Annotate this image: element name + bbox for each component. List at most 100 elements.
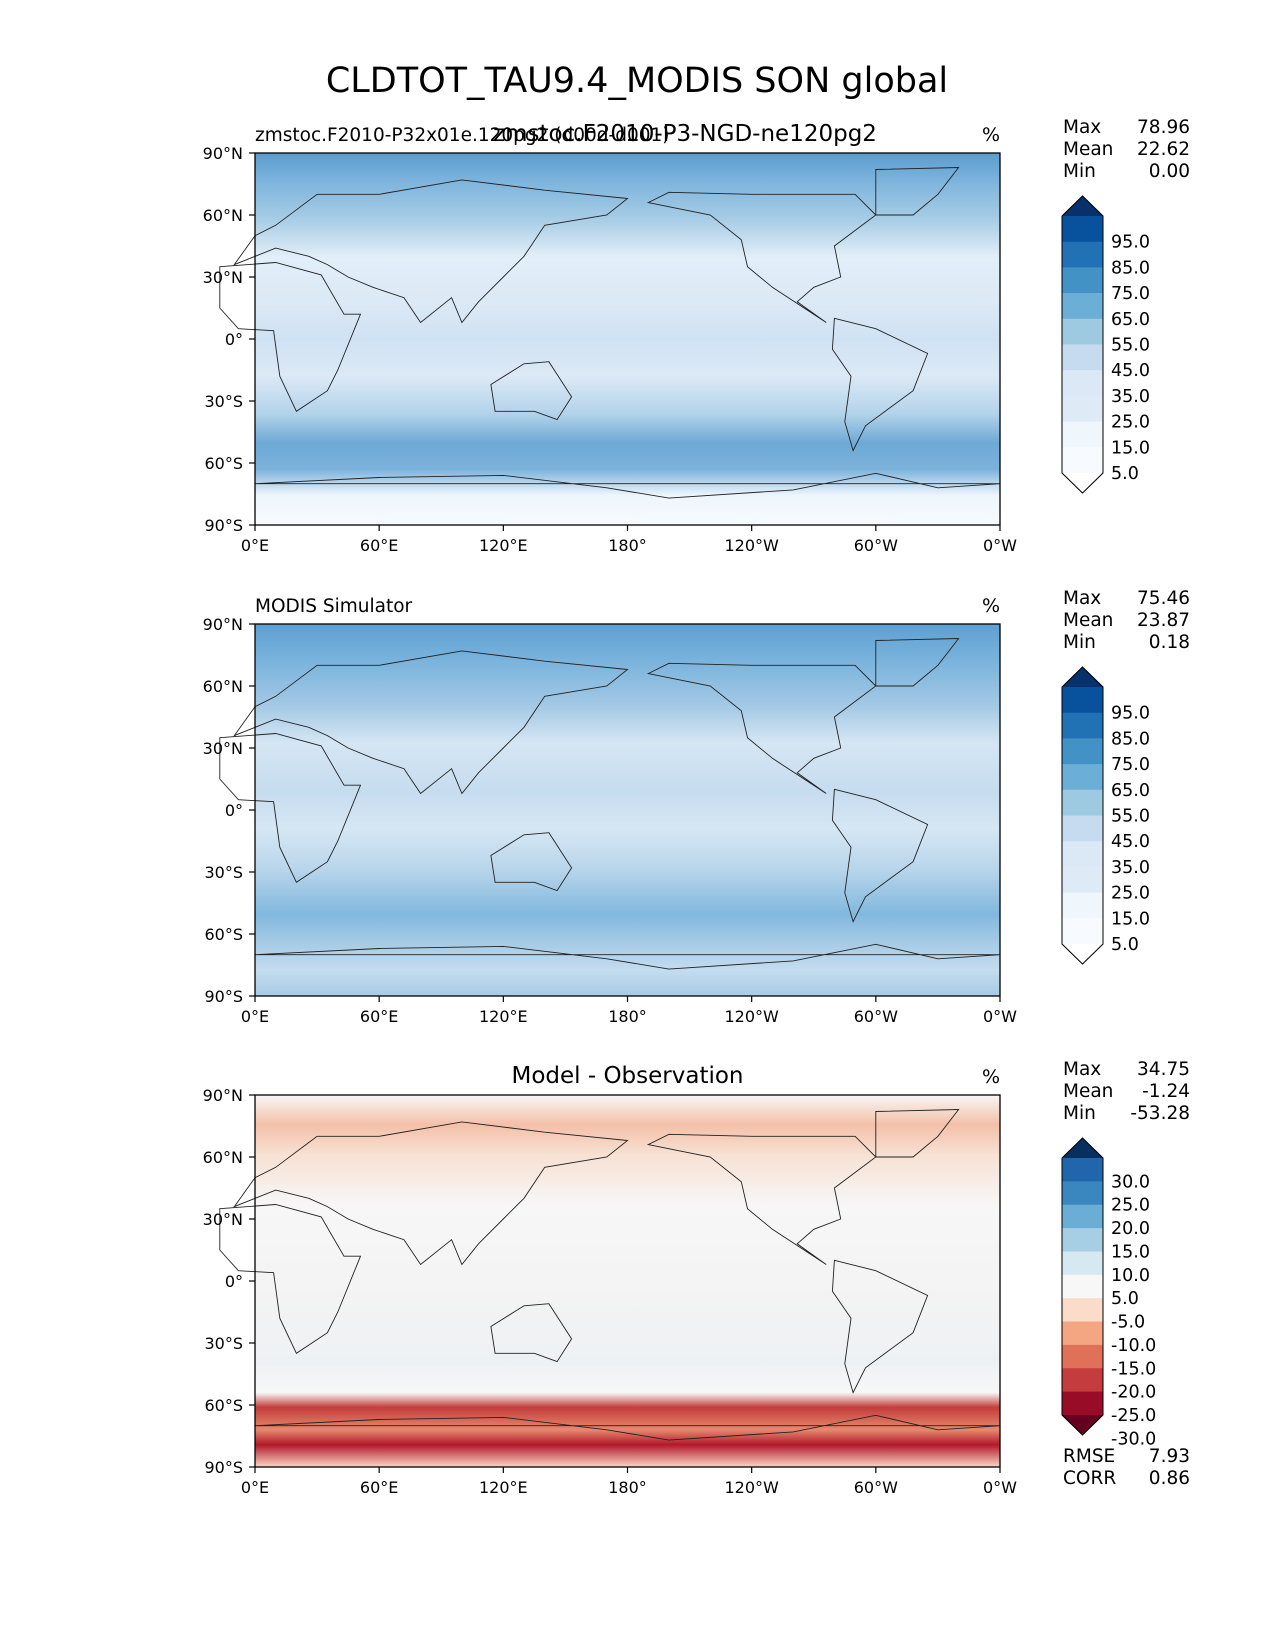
- stat-value: -1.24: [1142, 1081, 1190, 1102]
- stat-label: Mean: [1063, 139, 1113, 160]
- colorbar-outline: [1061, 1137, 1104, 1436]
- colorbar-outline: [1061, 195, 1104, 494]
- colorbar-tick-label: -10.0: [1111, 1336, 1156, 1356]
- stat-label: Mean: [1063, 610, 1113, 631]
- colorbar-segment: [1062, 712, 1103, 739]
- lat-tick-label: 60°S: [204, 454, 243, 473]
- colorbar-segment: [1062, 892, 1103, 919]
- stat-value: 78.96: [1137, 117, 1190, 138]
- colorbar-segment: [1062, 789, 1103, 817]
- map-field: [255, 1095, 1000, 1467]
- colorbar-segment: [1062, 1251, 1103, 1276]
- colorbar-segment: [1062, 1228, 1103, 1253]
- colorbar-segment: [1062, 764, 1103, 791]
- colorbar-extend-low: [1062, 473, 1103, 493]
- stat-value: 23.87: [1137, 610, 1190, 631]
- stat-label: Max: [1063, 117, 1101, 138]
- panel-units: %: [982, 595, 1000, 617]
- colorbar-tick-label: 25.0: [1111, 413, 1150, 433]
- colorbar: 95.0 85.0 75.0 65.0 55.0 45.0 35.0 25.0 15.0 5.0: [1061, 666, 1150, 965]
- colorbar-tick-label: 45.0: [1111, 361, 1150, 381]
- colorbar-segment: [1062, 738, 1103, 765]
- stat-value: 34.75: [1137, 1059, 1190, 1080]
- lon-tick-label: 0°E: [241, 1478, 269, 1497]
- lon-tick-label: 0°E: [241, 536, 269, 555]
- colorbar-segment: [1062, 241, 1103, 268]
- colorbar: 30.0 25.0 20.0 15.0 10.0 5.0 -5.0 -10.0 -15.0 -20…: [1061, 1137, 1156, 1449]
- lat-tick-label: 0°: [225, 1272, 243, 1291]
- lat-tick-label: 90°S: [204, 1458, 243, 1477]
- stat-label: Min: [1063, 161, 1096, 182]
- stat-label: Mean: [1063, 1081, 1113, 1102]
- lon-tick-label: 60°E: [360, 1007, 398, 1026]
- panel-center-title: Model - Observation: [511, 1063, 743, 1089]
- stat-label: Max: [1063, 1059, 1101, 1080]
- lon-tick-label: 60°W: [854, 536, 898, 555]
- lon-tick-label: 120°E: [479, 1007, 528, 1026]
- stat-value: 0.86: [1149, 1468, 1190, 1489]
- stat-value: 22.62: [1137, 139, 1190, 160]
- colorbar-tick-label: 85.0: [1111, 729, 1150, 749]
- panel-center-title: zmstoc.F2010-P3-NGD-ne120pg2: [493, 121, 877, 147]
- colorbar-segment: [1062, 1181, 1103, 1206]
- colorbar-segment: [1062, 267, 1103, 294]
- colorbar-tick-label: 95.0: [1111, 233, 1150, 253]
- panel-left-title: MODIS Simulator: [255, 596, 413, 617]
- colorbar-extend-high: [1062, 1138, 1103, 1158]
- colorbar-tick-label: 95.0: [1111, 704, 1150, 724]
- colorbar-tick-label: 65.0: [1111, 781, 1150, 801]
- lat-tick-label: 90°N: [203, 144, 243, 163]
- stat-value: 7.93: [1149, 1446, 1190, 1467]
- colorbar-tick-label: 30.0: [1111, 1172, 1150, 1192]
- colorbar-segment: [1062, 1274, 1103, 1299]
- lon-tick-label: 120°E: [479, 1478, 528, 1497]
- colorbar-segment: [1062, 293, 1103, 320]
- panel-units: %: [982, 124, 1000, 146]
- colorbar-segment: [1062, 216, 1103, 243]
- colorbar-extend-high: [1062, 196, 1103, 216]
- colorbar-tick-label: -30.0: [1111, 1429, 1156, 1449]
- colorbar-segment: [1062, 866, 1103, 894]
- lat-tick-label: 90°S: [204, 987, 243, 1006]
- lon-tick-label: 60°E: [360, 1478, 398, 1497]
- colorbar-segment: [1062, 1344, 1103, 1369]
- stat-label: CORR: [1063, 1468, 1116, 1489]
- stat-label: Min: [1063, 1103, 1096, 1124]
- colorbar-segment: [1062, 1204, 1103, 1229]
- colorbar-tick-label: 55.0: [1111, 807, 1150, 827]
- coastlines: [219, 167, 1001, 499]
- lon-tick-label: 60°E: [360, 536, 398, 555]
- lat-tick-label: 30°S: [204, 863, 243, 882]
- colorbar-tick-label: 5.0: [1111, 935, 1139, 955]
- colorbar-tick-label: 75.0: [1111, 284, 1150, 304]
- colorbar-tick-label: 15.0: [1111, 909, 1150, 929]
- stat-label: Min: [1063, 632, 1096, 653]
- colorbar-tick-label: 20.0: [1111, 1219, 1150, 1239]
- colorbar-tick-label: 65.0: [1111, 310, 1150, 330]
- colorbar-tick-label: 45.0: [1111, 832, 1150, 852]
- colorbar-segment: [1062, 918, 1103, 945]
- colorbar-segment: [1062, 1158, 1103, 1182]
- colorbar-tick-label: 25.0: [1111, 1196, 1150, 1216]
- colorbar-segment: [1062, 318, 1103, 346]
- colorbar-tick-label: 85.0: [1111, 258, 1150, 278]
- lat-tick-label: 30°N: [203, 268, 243, 287]
- lon-tick-label: 0°W: [983, 1478, 1017, 1497]
- panels: 90°N60°N30°N0°30°S60°S90°S0°E 60°E 120°E 18…: [203, 117, 1190, 1497]
- lon-tick-label: 60°W: [854, 1007, 898, 1026]
- panel-units: %: [982, 1066, 1000, 1088]
- stat-value: -53.28: [1130, 1103, 1190, 1124]
- colorbar-segment: [1062, 687, 1103, 714]
- colorbar-segment: [1062, 395, 1103, 423]
- colorbar-segment: [1062, 815, 1103, 842]
- colorbar-tick-label: -5.0: [1111, 1313, 1145, 1333]
- lat-tick-label: 60°S: [204, 925, 243, 944]
- lat-tick-label: 30°S: [204, 392, 243, 411]
- lat-tick-label: 90°N: [203, 615, 243, 634]
- colorbar: 95.0 85.0 75.0 65.0 55.0 45.0 35.0 25.0 15.0 5.0: [1061, 195, 1150, 494]
- stat-value: 0.00: [1149, 161, 1190, 182]
- lat-tick-label: 60°N: [203, 1148, 243, 1167]
- lon-tick-label: 0°W: [983, 536, 1017, 555]
- colorbar-segment: [1062, 447, 1103, 474]
